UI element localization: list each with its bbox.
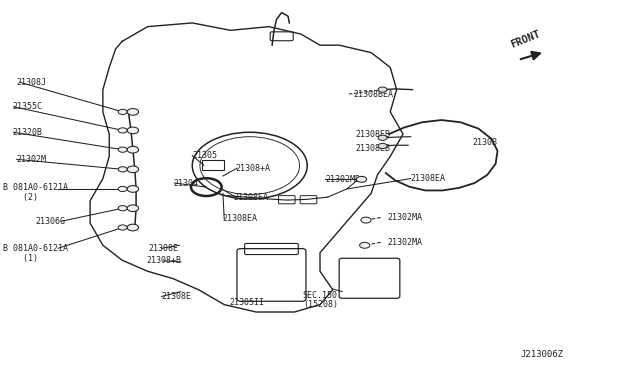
Text: 21308+A: 21308+A [236,164,271,173]
Text: 21308E: 21308E [149,244,179,253]
Circle shape [127,146,139,153]
Circle shape [118,128,127,133]
Text: 21305II: 21305II [229,298,264,307]
Text: 21304: 21304 [173,179,198,187]
Text: (2): (2) [13,193,38,202]
Circle shape [127,186,139,192]
Text: 21308BEA: 21308BEA [353,90,393,99]
Text: 21306G: 21306G [36,217,66,226]
Text: 21308EA: 21308EA [411,174,445,183]
Text: (15208): (15208) [303,300,339,309]
Text: 21320B: 21320B [12,128,42,137]
Circle shape [118,206,127,211]
Text: 21308EA: 21308EA [223,214,258,223]
Circle shape [118,109,127,115]
Circle shape [127,224,139,231]
Circle shape [118,225,127,230]
Circle shape [127,127,139,134]
Text: (1): (1) [13,254,38,263]
Text: 21302MB: 21302MB [325,175,360,184]
Circle shape [127,166,139,173]
Text: 2130B: 2130B [472,138,497,147]
Text: 21302MA: 21302MA [387,213,422,222]
Text: 21308EB: 21308EB [355,130,390,140]
Text: 21302MA: 21302MA [387,238,422,247]
Circle shape [378,87,387,92]
Circle shape [360,242,370,248]
Text: 21308E: 21308E [162,292,191,301]
Text: 21308EA: 21308EA [234,193,269,202]
Text: 21305: 21305 [192,151,217,160]
Text: 21308EB: 21308EB [355,144,390,153]
Circle shape [378,143,387,148]
Text: B 081A0-6121A: B 081A0-6121A [3,244,68,253]
Text: FRONT: FRONT [509,29,541,50]
Circle shape [118,147,127,152]
Circle shape [118,167,127,172]
Circle shape [127,109,139,115]
Text: 21308+B: 21308+B [147,256,181,265]
Circle shape [118,186,127,192]
Text: J213006Z: J213006Z [521,350,564,359]
Circle shape [356,176,367,182]
Text: 21355C: 21355C [12,102,42,111]
Circle shape [127,205,139,212]
Text: 21302M: 21302M [17,155,47,164]
Text: B 081A0-6121A: B 081A0-6121A [3,183,68,192]
Text: 21308J: 21308J [17,78,47,87]
Text: SEC.150: SEC.150 [302,291,337,300]
Circle shape [378,135,387,140]
Circle shape [361,217,371,223]
